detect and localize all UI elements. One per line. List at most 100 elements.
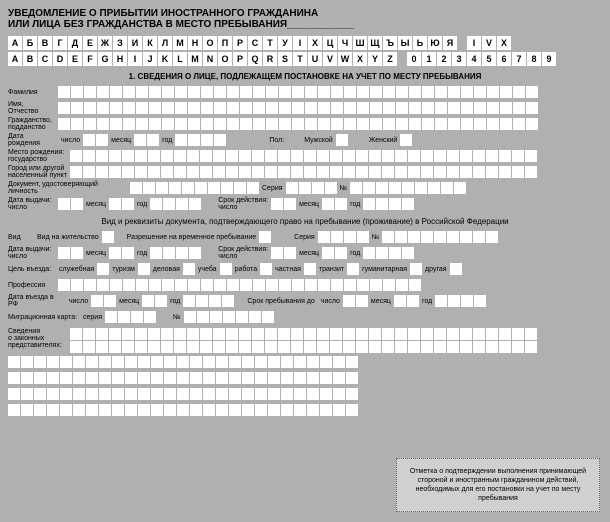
key-U[interactable]: U (308, 52, 322, 66)
key-Л[interactable]: Л (158, 36, 172, 50)
cells-res-series[interactable] (318, 231, 369, 243)
key-K[interactable]: K (158, 52, 172, 66)
c-sluz[interactable] (97, 263, 109, 275)
cells-dob-day[interactable] (83, 134, 108, 146)
cells-imya[interactable] (58, 102, 538, 114)
key-7[interactable]: 7 (512, 52, 526, 66)
key-Ю[interactable]: Ю (428, 36, 442, 50)
key-L[interactable]: L (173, 52, 187, 66)
key-D[interactable]: D (53, 52, 67, 66)
cells-reps-5[interactable] (8, 388, 358, 400)
key-Ы[interactable]: Ы (398, 36, 412, 50)
key-М[interactable]: М (173, 36, 187, 50)
c-rab[interactable] (260, 263, 272, 275)
cells-dob-month[interactable] (134, 134, 159, 146)
c-chast[interactable] (304, 263, 316, 275)
key-Ш[interactable]: Ш (353, 36, 367, 50)
key-5[interactable]: 5 (482, 52, 496, 66)
key-3[interactable]: 3 (452, 52, 466, 66)
key-Н[interactable]: Н (188, 36, 202, 50)
key-H[interactable]: H (113, 52, 127, 66)
key-W[interactable]: W (338, 52, 352, 66)
key-V[interactable]: V (482, 36, 496, 50)
key-Ж[interactable]: Ж (98, 36, 112, 50)
cells-mig-num[interactable] (184, 311, 274, 323)
key-6[interactable]: 6 (497, 52, 511, 66)
cells-reps-1[interactable] (70, 328, 537, 340)
key-G[interactable]: G (98, 52, 112, 66)
cells-id-num[interactable] (350, 182, 466, 194)
key-M[interactable]: M (188, 52, 202, 66)
cells-stay-y[interactable] (435, 295, 486, 307)
cells-reps-3[interactable] (8, 356, 358, 368)
key-Z[interactable]: Z (383, 52, 397, 66)
cells-id-exp-d[interactable] (271, 198, 296, 210)
key-P[interactable]: P (233, 52, 247, 66)
c-del[interactable] (183, 263, 195, 275)
cell-male[interactable] (336, 134, 348, 146)
key-Ъ[interactable]: Ъ (383, 36, 397, 50)
key-К[interactable]: К (143, 36, 157, 50)
cells-mig-series[interactable] (105, 311, 156, 323)
key-Х[interactable]: Х (308, 36, 322, 50)
cells-citizenship[interactable] (58, 118, 538, 130)
key-X[interactable]: X (353, 52, 367, 66)
cells-res-issue-y[interactable] (150, 247, 201, 259)
key-Ч[interactable]: Ч (338, 36, 352, 50)
cells-dob-year[interactable] (175, 134, 226, 146)
cells-id-exp-y[interactable] (363, 198, 414, 210)
key-И[interactable]: И (128, 36, 142, 50)
key-Я[interactable]: Я (443, 36, 457, 50)
key-S[interactable]: S (278, 52, 292, 66)
key-З[interactable]: З (113, 36, 127, 50)
key-J[interactable]: J (143, 52, 157, 66)
c-drug[interactable] (450, 263, 462, 275)
key-О[interactable]: О (203, 36, 217, 50)
key-O[interactable]: O (218, 52, 232, 66)
key-E[interactable]: E (68, 52, 82, 66)
key-T[interactable]: T (293, 52, 307, 66)
key-П[interactable]: П (218, 36, 232, 50)
key-N[interactable]: N (203, 52, 217, 66)
cell-vnz[interactable] (102, 231, 114, 243)
cells-res-num[interactable] (382, 231, 498, 243)
cells-id-series[interactable] (286, 182, 337, 194)
cells-city[interactable] (70, 166, 537, 178)
cells-birthplace-country[interactable] (70, 150, 537, 162)
key-2[interactable]: 2 (437, 52, 451, 66)
key-R[interactable]: R (263, 52, 277, 66)
key-У[interactable]: У (278, 36, 292, 50)
cells-id-exp-m[interactable] (322, 198, 347, 210)
key-А[interactable]: А (8, 36, 22, 50)
cells-entry-m[interactable] (142, 295, 167, 307)
key-Б[interactable]: Б (23, 36, 37, 50)
c-tur[interactable] (138, 263, 150, 275)
cells-stay-m[interactable] (394, 295, 419, 307)
key-1[interactable]: 1 (422, 52, 436, 66)
cells-res-exp-m[interactable] (322, 247, 347, 259)
cells-profession[interactable] (58, 279, 421, 291)
key-І[interactable]: І (293, 36, 307, 50)
cells-id-issue-d[interactable] (58, 198, 83, 210)
key-F[interactable]: F (83, 52, 97, 66)
cells-id-issue-y[interactable] (150, 198, 201, 210)
c-gum[interactable] (410, 263, 422, 275)
cells-res-exp-y[interactable] (363, 247, 414, 259)
key-Щ[interactable]: Щ (368, 36, 382, 50)
key-B[interactable]: B (23, 52, 37, 66)
c-uch[interactable] (220, 263, 232, 275)
cells-reps-2[interactable] (70, 341, 537, 353)
key-Г[interactable]: Г (53, 36, 67, 50)
key-В[interactable]: В (38, 36, 52, 50)
key-X[interactable]: X (497, 36, 511, 50)
key-Ь[interactable]: Ь (413, 36, 427, 50)
cells-res-issue-m[interactable] (109, 247, 134, 259)
key-4[interactable]: 4 (467, 52, 481, 66)
key-C[interactable]: C (38, 52, 52, 66)
key-Д[interactable]: Д (68, 36, 82, 50)
c-tran[interactable] (347, 263, 359, 275)
key-С[interactable]: С (248, 36, 262, 50)
key-V[interactable]: V (323, 52, 337, 66)
key-I[interactable]: I (128, 52, 142, 66)
cells-res-exp-d[interactable] (271, 247, 296, 259)
